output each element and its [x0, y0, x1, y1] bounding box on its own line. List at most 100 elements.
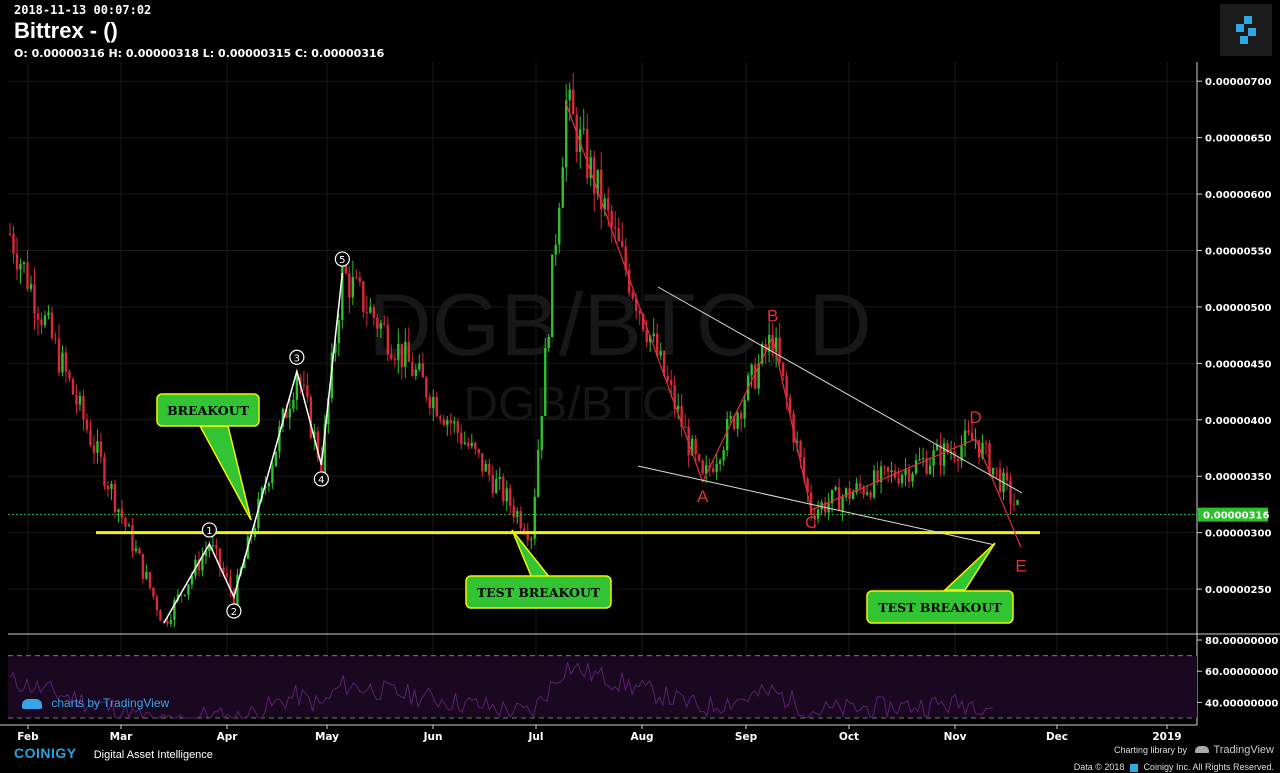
candle-body: [474, 442, 477, 450]
candle-body: [211, 545, 215, 547]
candle-body: [22, 262, 26, 264]
wave-label-text: 3: [294, 353, 300, 364]
candle-body: [795, 441, 799, 443]
candle-body: [453, 421, 456, 424]
candle-body: [103, 456, 106, 486]
candle-body: [918, 459, 921, 461]
candle-body: [57, 338, 61, 373]
tradingview-credit[interactable]: TradingView: [1195, 744, 1274, 756]
callout-label: TEST BREAKOUT: [477, 585, 601, 600]
candle-body: [173, 600, 176, 620]
wave-label-text: 4: [318, 475, 324, 486]
candle-body: [323, 424, 327, 475]
callout-pointer: [943, 542, 996, 591]
candle-body: [341, 262, 344, 320]
candle-body: [771, 334, 774, 353]
candle-body: [701, 460, 704, 474]
callout-box: [465, 575, 612, 609]
candle-body: [40, 319, 43, 326]
cloud-icon: [1195, 746, 1210, 753]
candle-body: [638, 311, 641, 314]
candle-body: [358, 277, 362, 282]
candle-body: [781, 362, 785, 376]
candle-body: [568, 89, 571, 101]
candle-body: [334, 343, 337, 353]
candle-body: [96, 441, 99, 453]
candle-body: [600, 169, 603, 210]
tradingview-credit-label: TradingView: [1213, 744, 1274, 756]
candle-body: [1005, 472, 1009, 481]
candle-body: [851, 492, 855, 500]
candle-body: [648, 336, 652, 343]
candle-body: [603, 198, 606, 210]
candle-body: [753, 364, 757, 389]
candle-body: [617, 228, 620, 242]
candle-body: [928, 465, 932, 474]
candle-body: [64, 352, 68, 372]
tradingview-badge[interactable]: charts by TradingView: [22, 696, 169, 710]
candle-body: [942, 443, 946, 466]
candle-body: [204, 550, 208, 557]
coinigy-logo-icon[interactable]: [1220, 4, 1272, 56]
candle-body: [991, 467, 995, 475]
candle-body: [120, 509, 124, 518]
candle-body: [960, 445, 963, 461]
candle-body: [47, 312, 50, 316]
candle-body: [530, 538, 533, 540]
y-tick-label: 0.00000650: [1205, 134, 1271, 145]
candle-body: [169, 619, 173, 624]
candle-body: [414, 369, 418, 376]
wave-label-text: 5: [339, 255, 345, 266]
candle-body: [348, 273, 351, 298]
candle-body: [718, 460, 722, 464]
wave-label-5: 5: [334, 251, 350, 267]
candle-body: [379, 323, 383, 329]
candle-body: [981, 442, 984, 458]
x-tick-label: May: [315, 731, 339, 743]
charting-library-label: Charting library by: [1113, 745, 1187, 755]
candle-body: [274, 451, 278, 467]
candle-body: [533, 496, 536, 539]
candle-body: [12, 233, 15, 254]
candle-body: [844, 488, 848, 498]
y-tick-label: 0.00000300: [1205, 529, 1271, 540]
candle-body: [516, 511, 519, 518]
candle-body: [152, 587, 155, 597]
candle-body: [215, 545, 218, 549]
candle-body: [837, 487, 841, 511]
candle-body: [624, 246, 627, 270]
candle-body: [435, 396, 438, 417]
triangle-point-E: E: [1015, 556, 1026, 575]
candle-body: [166, 620, 169, 624]
candle-body: [218, 548, 222, 568]
candle-body: [316, 431, 320, 459]
candle-body: [26, 262, 29, 289]
candle-body: [344, 262, 348, 274]
candle-body: [512, 506, 515, 518]
rsi-tick-label: 40.00000000: [1205, 698, 1278, 709]
candle-body: [907, 468, 911, 482]
tradingview-badge-label: charts by TradingView: [51, 696, 170, 710]
candle-body: [614, 227, 617, 229]
candle-body: [799, 441, 802, 458]
candle-body: [432, 396, 435, 409]
candle-body: [715, 463, 718, 472]
candle-body: [687, 427, 690, 456]
candle-body: [425, 377, 428, 398]
candle-body: [278, 426, 281, 452]
callout-box: [866, 590, 1014, 624]
candle-body: [106, 485, 110, 490]
candle-body: [697, 454, 701, 461]
candle-body: [589, 157, 592, 179]
candle-body: [428, 397, 432, 409]
candle-body: [858, 483, 862, 488]
candle-body: [932, 450, 935, 466]
triangle-point-A: A: [697, 487, 709, 506]
x-tick-label: Oct: [839, 731, 859, 743]
triangle-point-B: B: [767, 306, 778, 325]
candle-body: [554, 244, 557, 255]
impulse-wave-line: [163, 272, 344, 624]
candle-body: [309, 397, 313, 438]
candle-body: [544, 347, 547, 416]
candle-body: [757, 363, 760, 389]
